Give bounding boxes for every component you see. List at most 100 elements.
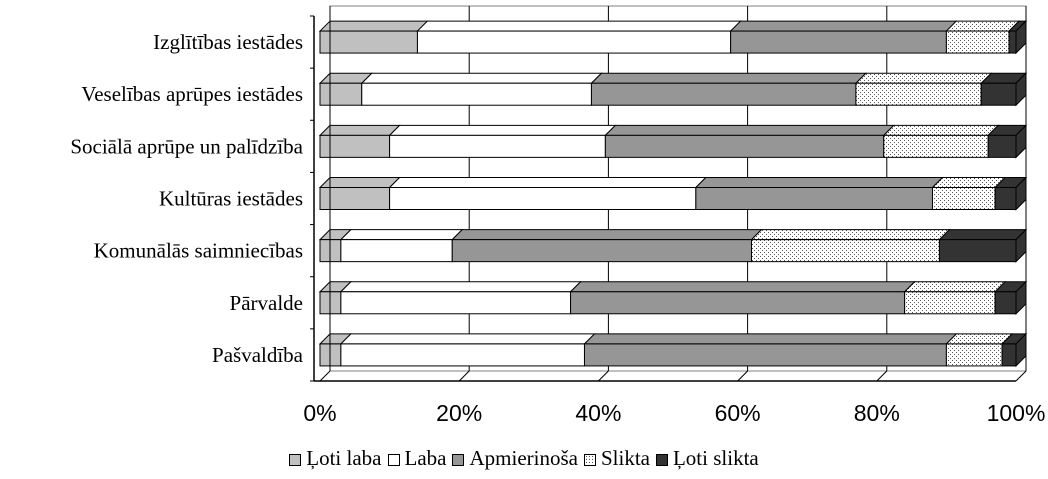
bar-loti-laba-kulturas-iestades [318,177,401,210]
bar-front-face [451,239,753,263]
bar-loti-laba-izglitibas-iestades [318,20,429,54]
bar-front-face [904,291,996,315]
bar-front-face [994,291,1017,315]
bar-top-face [416,20,742,32]
legend-item-apmierinosa: Apmierinoša [452,446,578,471]
bar-loti-slikta-veselibas-aprupes-iestades [979,72,1028,107]
bar-side-face [1015,228,1027,263]
bar-apmierinosa-veselibas-aprupes-iestades [590,72,868,106]
bars [318,19,1028,368]
bar-laba-komunalas-saimniecibas [339,229,464,263]
bar-side-face [1015,280,1027,315]
legend-swatch [289,454,302,466]
bar-loti-slikta-pasvaldiba [1000,332,1028,368]
bar-top-face [750,229,951,241]
bar-front-face [389,134,606,158]
bar-top-face [903,281,1007,293]
bar-front-face [570,291,906,315]
category-label: Komunālās saimniecības [94,239,303,263]
category-label: Pārvalde [230,291,303,315]
bar-front-face [340,291,572,315]
bar-top-face [945,20,1021,32]
bar-top-face [854,72,993,84]
bar-front-face [604,134,885,158]
bar-apmierinosa-kulturas-iestades [694,177,944,210]
bar-laba-parvalde [339,281,582,315]
bar-apmierinosa-parvalde [569,281,916,315]
x-tick-label: 80% [854,400,900,426]
legend-swatch [583,454,596,466]
bar-loti-slikta-sociala-aprupe-un-palidziba [986,124,1028,159]
bar-top-face [388,177,708,188]
x-tick-label: 0% [303,400,336,426]
bar-front-face [416,30,732,54]
bar-front-face [730,30,947,54]
bar-top-face [583,333,958,345]
gridline-floor [1015,370,1027,382]
bar-laba-veselibas-aprupes-iestades [360,72,603,106]
bar-front-face [987,134,1017,158]
bar-top-face [318,20,429,32]
bar-front-face [361,82,592,106]
bar-slikta-pasvaldiba [945,333,1014,367]
bar-front-face [695,187,933,210]
bar-front-face [583,343,947,367]
bar-laba-kulturas-iestades [388,177,708,210]
gridline-floor [876,370,888,382]
bar-apmierinosa-komunalas-saimniecibas [451,229,763,263]
bar-front-face [319,82,363,106]
x-tick-label: 40% [575,400,621,426]
bar-front-face [945,30,1010,54]
category-label: Sociālā aprūpe un palīdzība [70,134,303,158]
category-label: Izglītības iestādes [153,30,303,54]
bar-loti-laba-sociala-aprupe-un-palidziba [318,124,401,158]
bar-slikta-kulturas-iestades [931,177,1007,210]
x-tick-labels: 0% 20% 40% 60% 80% 100% [303,400,1045,426]
legend-label: Apmierinoša [469,446,578,470]
bar-side-face [1015,332,1027,368]
bar-front-face [389,187,697,210]
category-label: Pašvaldība [212,343,304,367]
bar-side-face [1015,19,1027,55]
bar-top-face [590,72,868,84]
category-labels: Izglītības iestādes Veselības aprūpes ies… [70,30,303,367]
gridline-floor [458,370,470,382]
bar-side-face [1015,124,1027,159]
bar-top-face [318,177,401,188]
legend-item-loti-laba: Ļoti laba [289,446,382,471]
bar-front-face [340,343,585,367]
legend-swatch [655,454,668,466]
bar-front-face [931,187,996,210]
bar-front-face [319,30,418,54]
legend-label: Slikta [600,446,650,470]
gridline-floor [737,370,748,382]
bar-front-face [980,82,1017,106]
gridline-floor [319,370,331,382]
bar-front-face [1008,30,1017,54]
bar-top-face [604,124,895,136]
bar-slikta-veselibas-aprupes-iestades [854,72,993,106]
legend-swatch [387,454,400,466]
legend-label: Laba [404,446,447,470]
axes [310,6,1016,382]
bar-front-face [938,239,1017,263]
bar-laba-izglitibas-iestades [416,20,742,54]
bar-side-face [1015,176,1027,211]
bar-slikta-komunalas-saimniecibas [750,229,951,263]
bar-top-face [729,20,958,32]
bar-slikta-sociala-aprupe-un-palidziba [882,124,1000,158]
bar-top-face [569,281,916,293]
category-label: Kultūras iestādes [159,187,303,211]
bar-side-face [1015,72,1027,107]
legend-swatch [452,454,465,466]
bar-top-face [388,124,617,136]
bar-top-face [339,229,464,241]
bar-top-face [694,177,944,188]
legend: Ļoti laba Laba Apmierinoša Slikta Ļoti slikt… [0,446,1048,471]
bar-front-face [945,343,1003,367]
legend-item-loti-slikta: Ļoti slikta [655,446,759,471]
bar-top-face [360,72,603,84]
bar-front-face [855,82,982,106]
bar-laba-pasvaldiba [339,333,596,367]
bar-loti-slikta-izglitibas-iestades [1007,19,1028,55]
